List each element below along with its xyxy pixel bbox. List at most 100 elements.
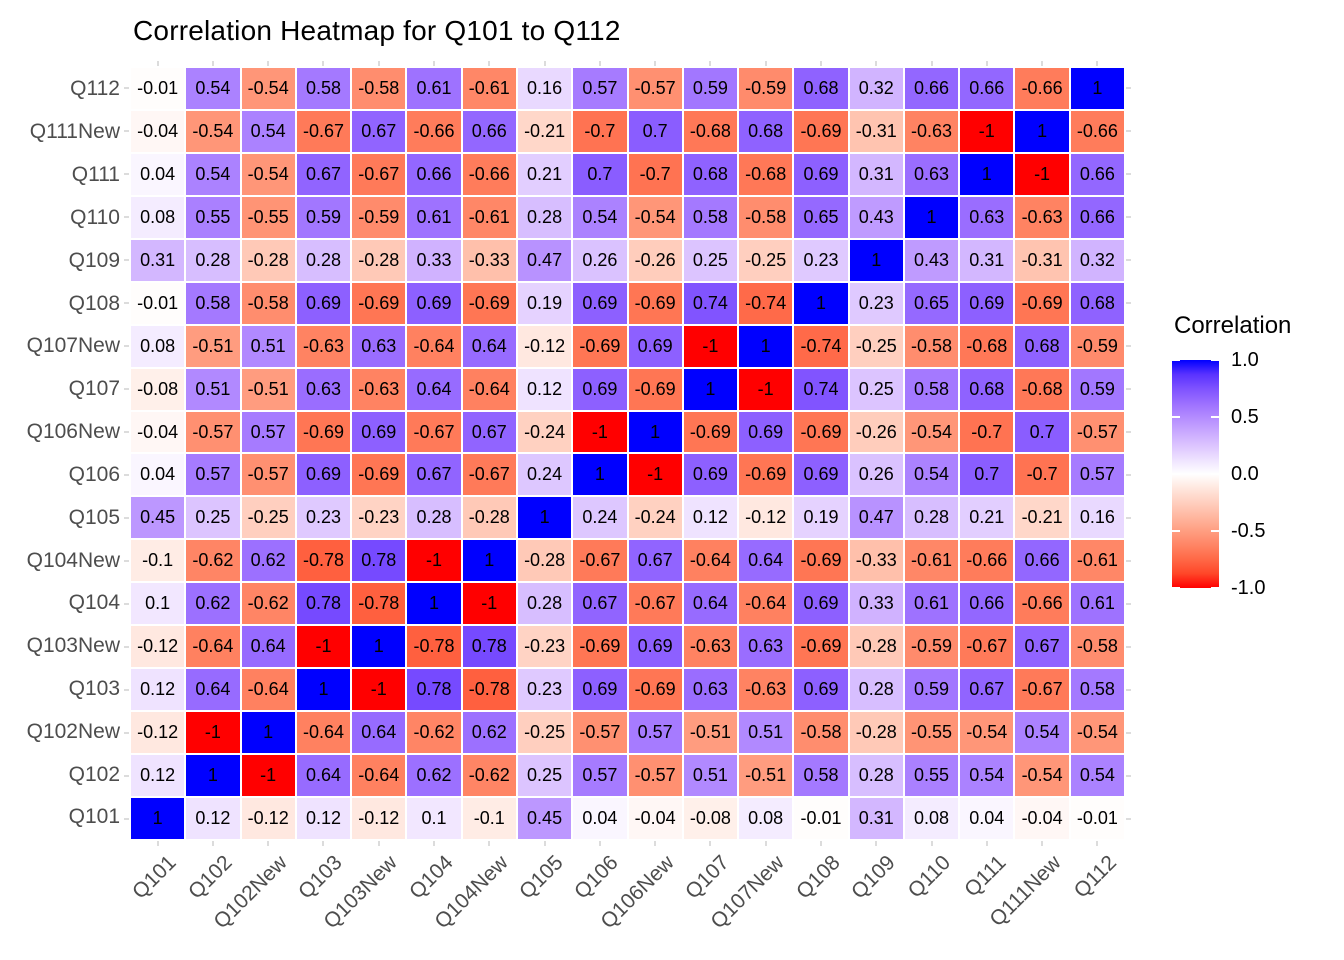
heatmap-cell: -0.67 [462,454,516,496]
heatmap-cell: 0.28 [849,669,903,711]
gridline-stub [124,130,129,133]
heatmap-cell: 0.67 [573,583,627,625]
heatmap-cell: -0.63 [296,325,351,367]
gridline-stub [124,559,129,562]
heatmap-cell: 0.26 [573,239,627,281]
heatmap-cell: 0.68 [960,368,1014,410]
heatmap-cell: 0.63 [739,626,793,668]
heatmap-cell: -0.78 [296,540,351,582]
heatmap-cell: 1 [960,153,1014,195]
gridline-stub [654,841,657,846]
heatmap-cell: -1 [683,325,738,367]
heatmap-cell: 0.54 [186,68,240,109]
heatmap-cell: -0.21 [517,110,572,152]
heatmap-cell: 0.64 [683,583,738,625]
heatmap-cell: -0.67 [573,540,627,582]
gridline-stub [377,61,380,66]
heatmap-cell: 0.78 [296,583,351,625]
heatmap-cell: 0.47 [517,239,572,281]
heatmap-cell: 0.16 [1070,497,1124,539]
heatmap-cell: 0.63 [683,669,738,711]
heatmap-cell: -0.54 [186,110,240,152]
heatmap-cell: 0.58 [794,755,848,797]
gridline-stub [1126,259,1131,262]
heatmap-grid: -0.01 0.54 -0.54 0.58 -0.58 0.61 -0.61 0.16 0.57… [131,68,1124,839]
heatmap-cell: -0.12 [131,712,185,754]
gridline-stub [1126,431,1131,434]
heatmap-cell: -1 [628,454,682,496]
gridline-stub [543,61,546,66]
legend-tick [1211,587,1219,589]
heatmap-cell: -0.57 [573,712,627,754]
heatmap-cell: 0.64 [739,540,793,582]
heatmap-cell: -0.28 [517,540,572,582]
gridline-stub [433,841,436,846]
heatmap-cell: -0.64 [683,540,738,582]
heatmap-cell: -0.69 [628,368,682,410]
heatmap-cell: -0.58 [352,68,406,109]
gridline-stub [1126,173,1131,176]
x-axis-label: Q110 [903,851,955,903]
heatmap-cell: 0.58 [186,282,240,324]
heatmap-cell: 0.64 [407,368,461,410]
heatmap-cell: 0.65 [904,282,959,324]
y-axis-label: Q101 [68,805,120,829]
heatmap-cell: 0.32 [849,68,903,109]
heatmap-cell: -0.67 [628,583,682,625]
heatmap-cell: 0.69 [794,669,848,711]
gridline-stub [488,841,491,846]
heatmap-cell: -0.68 [960,325,1014,367]
heatmap-cell: 0.28 [407,497,461,539]
heatmap-cell: 1 [573,454,627,496]
heatmap-cell: 0.33 [407,239,461,281]
gridline-stub [124,731,129,734]
gridline-stub [985,841,988,846]
heatmap-cell: -0.28 [352,239,406,281]
heatmap-cell: -0.59 [904,626,959,668]
heatmap-cell: -0.54 [1070,712,1124,754]
gridline-stub [1126,302,1131,305]
heatmap-cell: -0.7 [960,411,1014,453]
heatmap-cell: 0.28 [517,583,572,625]
gridline-stub [875,61,878,66]
heatmap-cell: -0.61 [462,68,516,109]
heatmap-cell: -0.01 [794,798,848,839]
heatmap-cell: -0.01 [1070,798,1124,839]
heatmap-cell: -0.28 [241,239,295,281]
heatmap-cell: 0.66 [1070,153,1124,195]
gridline-stub [930,61,933,66]
gridline-stub [124,473,129,476]
heatmap-cell: 0.19 [517,282,572,324]
heatmap-cell: 1 [352,626,406,668]
gridline-stub [764,841,767,846]
gridline-stub [1126,130,1131,133]
heatmap-cell: -0.64 [407,325,461,367]
heatmap-cell: 0.1 [131,583,185,625]
gridline-stub [322,61,325,66]
heatmap-cell: 0.08 [739,798,793,839]
heatmap-cell: 0.64 [352,712,406,754]
heatmap-cell: -0.69 [1015,282,1069,324]
heatmap-cell: 0.69 [683,454,738,496]
heatmap-cell: 0.68 [1015,325,1069,367]
heatmap-cell: -0.54 [241,153,295,195]
heatmap-cell: 0.62 [407,755,461,797]
heatmap-cell: -0.12 [241,798,295,839]
heatmap-cell: -0.67 [1015,669,1069,711]
heatmap-cell: 0.59 [1070,368,1124,410]
heatmap-cell: 1 [683,368,738,410]
y-axis-label: Q106 [68,462,120,486]
heatmap-cell: 1 [517,497,572,539]
heatmap-cell: -0.67 [960,626,1014,668]
heatmap-cell: 0.63 [352,325,406,367]
heatmap-cell: -0.7 [628,153,682,195]
heatmap-cell: 1 [904,196,959,238]
heatmap-cell: 0.67 [628,540,682,582]
heatmap-cell: 0.69 [794,454,848,496]
gridline-stub [124,87,129,90]
heatmap-cell: 0.54 [1070,755,1124,797]
gridline-stub [124,216,129,219]
heatmap-cell: 0.67 [1015,626,1069,668]
heatmap-cell: 0.21 [517,153,572,195]
heatmap-cell: 0.25 [186,497,240,539]
